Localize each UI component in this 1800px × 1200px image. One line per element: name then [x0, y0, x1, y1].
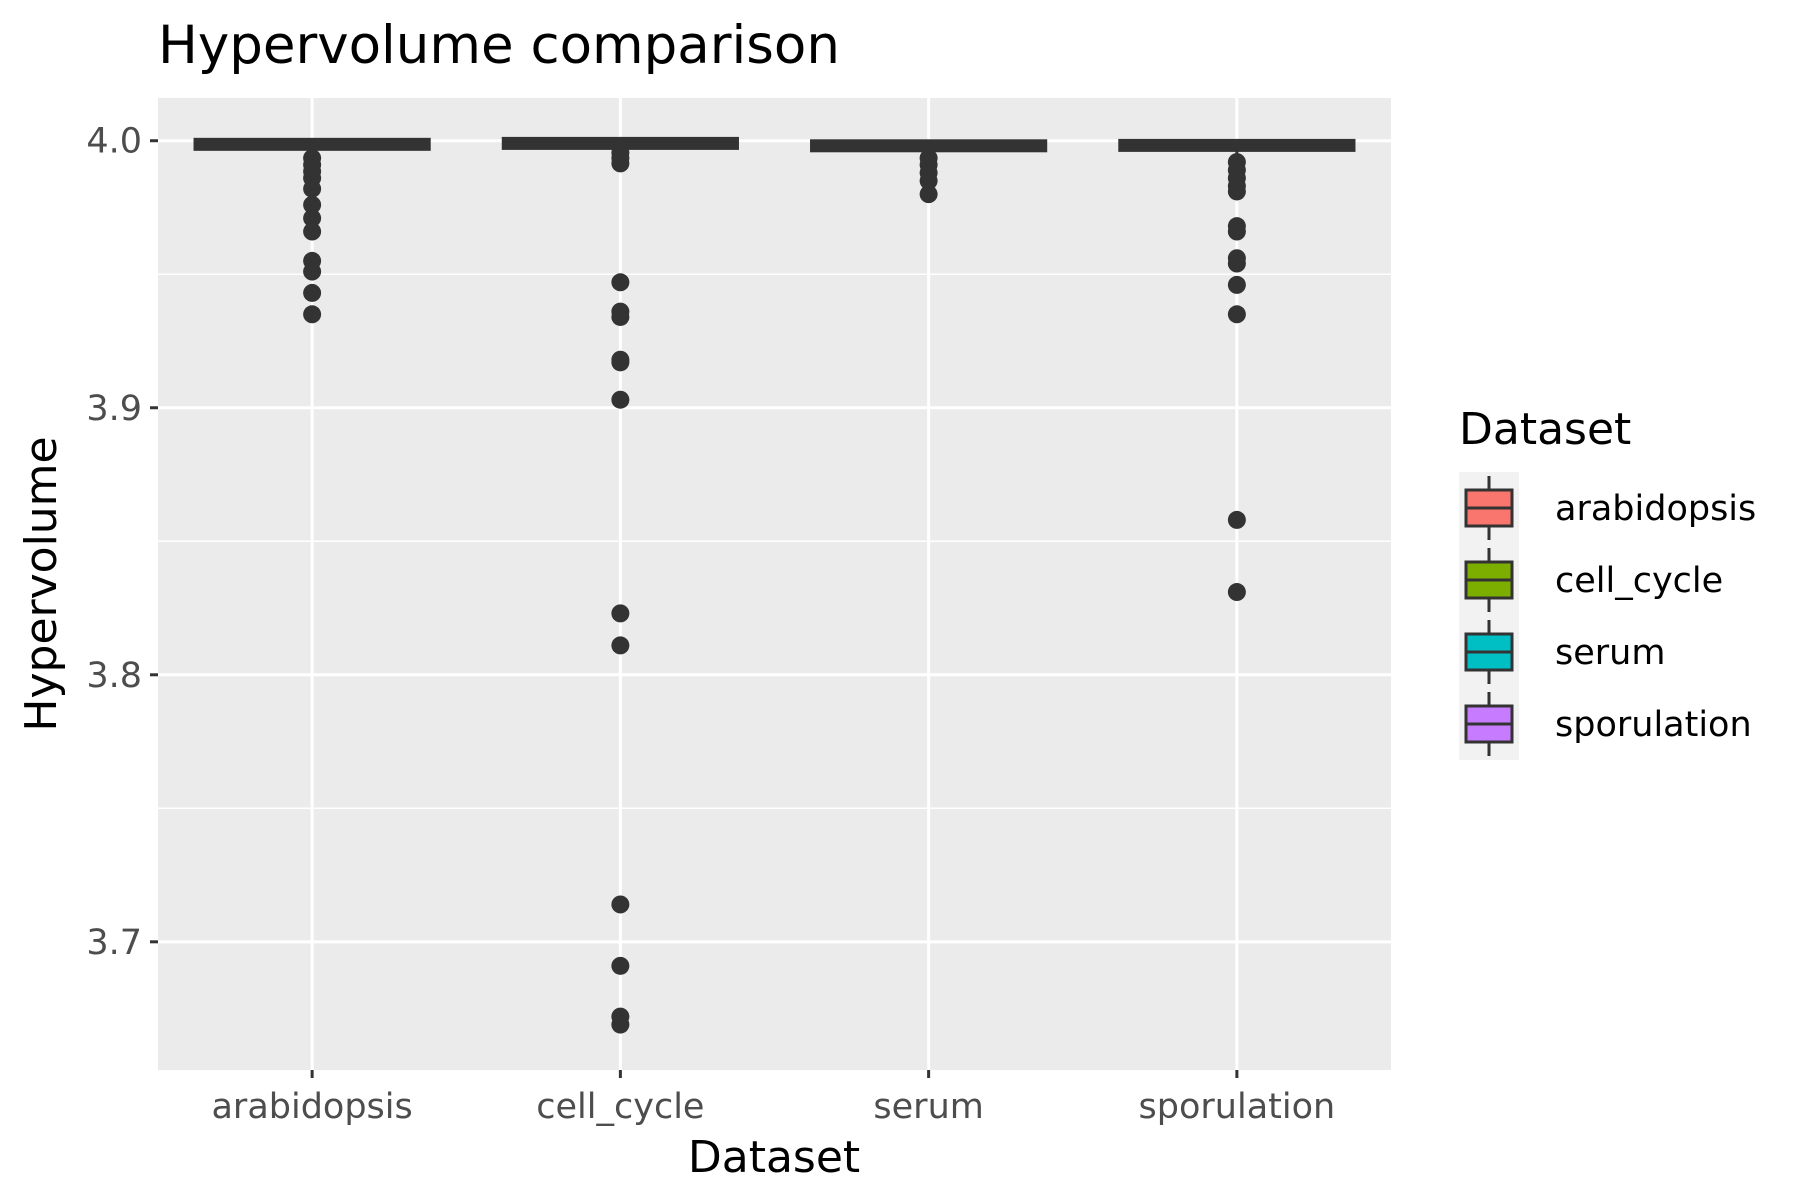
legend-item-serum: serum	[1464, 620, 1665, 684]
chart-title: Hypervolume comparison	[158, 15, 840, 76]
outlier-point	[1227, 182, 1246, 201]
y-axis-title: Hypervolume	[16, 436, 67, 731]
outlier-point	[611, 353, 630, 372]
plot-panel	[158, 98, 1391, 1070]
outlier-point	[611, 636, 630, 655]
boxplot-serum	[810, 139, 1048, 204]
axis-layer: 3.7 3.8 3.9 4.0 arabidopsis cell_cycle serum sp…	[86, 122, 1335, 1127]
outlier-point	[303, 195, 322, 214]
legend-title: Dataset	[1459, 404, 1631, 455]
outlier-point	[1227, 222, 1246, 241]
box-layer	[193, 136, 1356, 1034]
outlier-point	[611, 154, 630, 173]
y-tick-label: 3.9	[86, 389, 142, 429]
outlier-point	[919, 185, 938, 204]
outlier-point	[1227, 583, 1246, 602]
outlier-point	[1227, 254, 1246, 273]
x-tick-label-serum: serum	[873, 1087, 983, 1127]
outlier-point	[303, 283, 322, 302]
x-axis-title: Dataset	[688, 1132, 860, 1183]
outlier-point	[303, 179, 322, 198]
outlier-point	[919, 171, 938, 190]
outlier-point	[611, 273, 630, 292]
outlier-point	[303, 262, 322, 281]
legend-label: cell_cycle	[1555, 561, 1723, 601]
legend-item-sporulation: sporulation	[1464, 692, 1752, 756]
legend-item-arabidopsis: arabidopsis	[1464, 476, 1756, 540]
x-tick-label-sporulation: sporulation	[1139, 1087, 1336, 1127]
outlier-point	[611, 307, 630, 326]
outlier-point	[611, 956, 630, 975]
boxplot-sporulation	[1118, 138, 1356, 602]
outlier-point	[611, 1015, 630, 1034]
outlier-point	[1227, 305, 1246, 324]
y-tick-label: 3.8	[86, 656, 142, 696]
outlier-point	[1227, 510, 1246, 529]
outlier-point	[1227, 275, 1246, 294]
boxplot-cell-cycle	[501, 136, 739, 1034]
boxplot-arabidopsis	[193, 137, 431, 324]
y-tick-label: 4.0	[86, 122, 142, 162]
x-tick-label-arabidopsis: arabidopsis	[211, 1087, 412, 1127]
outlier-point	[611, 390, 630, 409]
legend-label: sporulation	[1555, 705, 1752, 745]
y-tick-label: 3.7	[86, 923, 142, 963]
legend-label: serum	[1555, 633, 1665, 673]
outlier-point	[611, 604, 630, 623]
x-tick-label-cell-cycle: cell_cycle	[536, 1087, 704, 1127]
legend-label: arabidopsis	[1555, 489, 1756, 529]
outlier-point	[303, 209, 322, 228]
outlier-point	[303, 305, 322, 324]
outlier-point	[303, 222, 322, 241]
legend-item-cell-cycle: cell_cycle	[1464, 548, 1723, 612]
outlier-point	[611, 895, 630, 914]
